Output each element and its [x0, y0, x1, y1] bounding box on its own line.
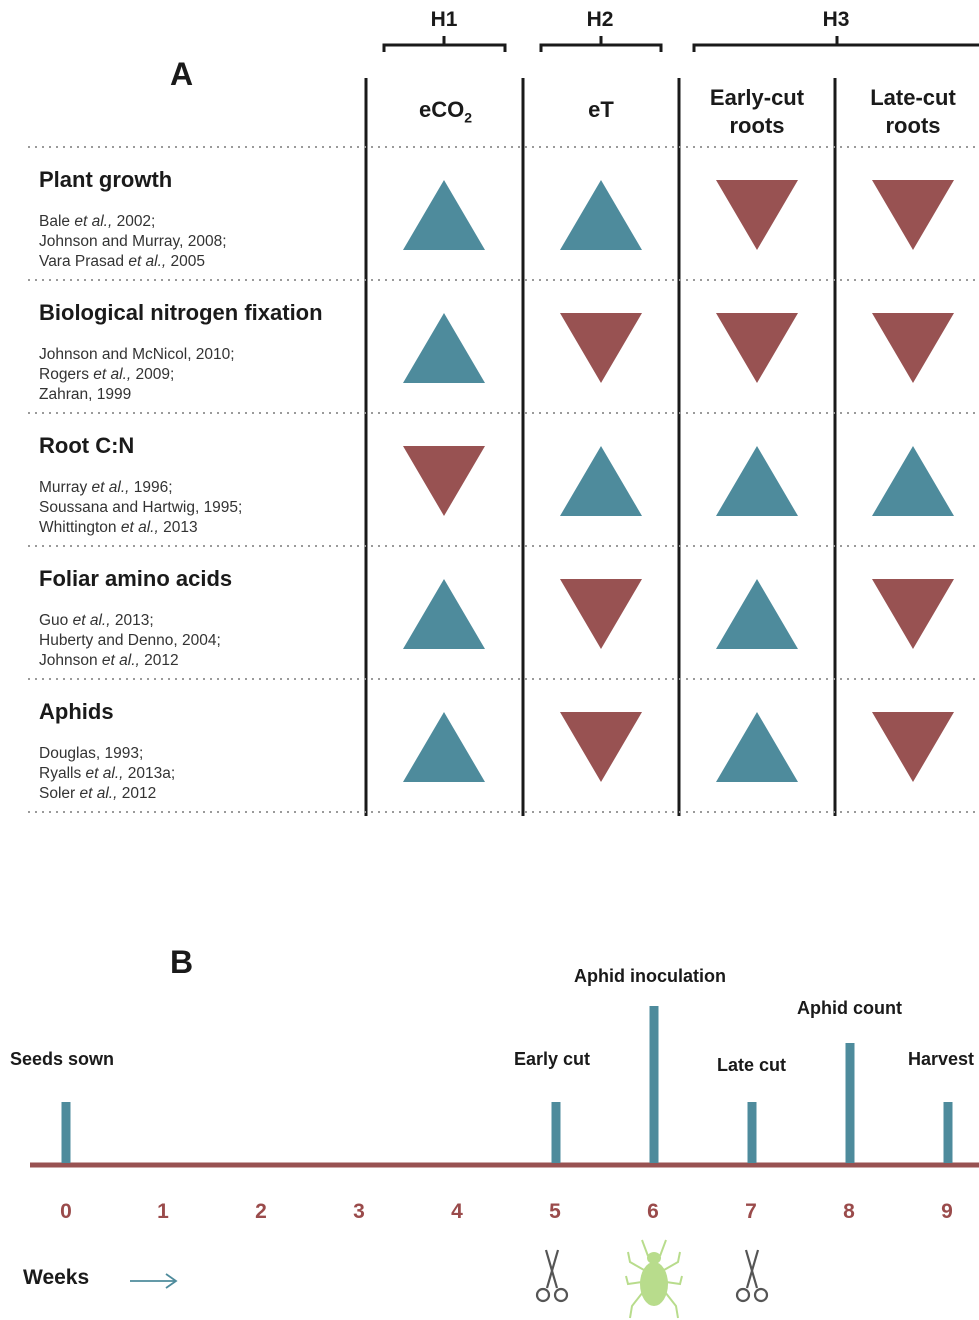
timeline-event-bar: [845, 1043, 855, 1163]
week-tick-label: 7: [745, 1200, 757, 1223]
hypothesis-h3-label: H3: [822, 8, 850, 31]
row-refs-root-cn: Murray et al., 1996; Soussana and Hartwi…: [39, 478, 242, 538]
week-tick-label: 3: [353, 1200, 365, 1223]
reference-line: Johnson and Murray, 2008;: [39, 233, 227, 250]
row-separators: [28, 146, 979, 813]
increase-triangle-icon: [872, 446, 954, 516]
increase-triangle-icon: [403, 313, 485, 383]
event-label-aphid-inoculation: Aphid inoculation: [574, 966, 726, 986]
column-header-eco2-subscript: 2: [464, 109, 473, 126]
timeline-event-bar: [551, 1102, 561, 1163]
decrease-triangle-icon: [716, 180, 798, 250]
increase-triangle-icon: [403, 712, 485, 782]
event-label-early-cut: Early cut: [514, 1049, 591, 1069]
event-label-harvest: Harvest: [908, 1049, 975, 1069]
column-header-late-cut-line1: Late-cut: [870, 85, 956, 110]
reference-line: Johnson et al., 2012: [39, 652, 179, 669]
reference-line: Johnson and McNicol, 2010;: [39, 346, 235, 363]
row-title-foliar-amino-acids: Foliar amino acids: [39, 566, 233, 591]
event-label-aphid-count: Aphid count: [797, 998, 902, 1018]
decrease-triangle-icon: [403, 446, 485, 516]
column-header-late-cut-roots: Late-cut roots: [835, 84, 979, 140]
week-tick-label: 6: [647, 1200, 659, 1223]
reference-line: Bale et al., 2002;: [39, 213, 156, 230]
row-refs-plant-growth: Bale et al., 2002; Johnson and Murray, 2…: [39, 212, 227, 272]
decrease-triangle-icon: [872, 180, 954, 250]
reference-line: Huberty and Denno, 2004;: [39, 632, 221, 649]
reference-line: Rogers et al., 2009;: [39, 366, 175, 383]
reference-line: Soler et al., 2012: [39, 785, 157, 802]
row-refs-foliar-amino-acids: Guo et al., 2013; Huberty and Denno, 200…: [39, 611, 221, 671]
weeks-axis-label: Weeks: [23, 1266, 90, 1289]
column-header-eco2-text: eCO: [418, 97, 465, 122]
hypothesis-h2-label: H2: [586, 8, 614, 31]
timeline-event-bars: [61, 1006, 953, 1163]
column-header-eco2: eCO2: [368, 96, 523, 131]
increase-triangle-icon: [716, 579, 798, 649]
decrease-triangle-icon: [872, 313, 954, 383]
decrease-triangle-icon: [560, 313, 642, 383]
scissors-icon: [735, 1249, 769, 1303]
decrease-triangle-icon: [560, 712, 642, 782]
hypothesis-brackets: [382, 36, 979, 52]
row-title-root-cn: Root C:N: [39, 433, 135, 458]
timeline-event-bar: [649, 1006, 659, 1163]
reference-line: Soussana and Hartwig, 1995;: [39, 499, 243, 516]
bracket-h2: [539, 36, 663, 52]
increase-triangle-icon: [716, 446, 798, 516]
column-header-early-cut-line1: Early-cut: [709, 85, 805, 110]
decrease-triangle-icon: [560, 579, 642, 649]
reference-line: Douglas, 1993;: [39, 745, 144, 762]
week-tick-label: 9: [941, 1200, 953, 1223]
row-title-plant-growth: Plant growth: [39, 167, 173, 192]
week-tick-label: 2: [255, 1200, 267, 1223]
panel-a-label: A: [170, 56, 194, 92]
column-header-et-text: eT: [588, 97, 614, 122]
decrease-triangle-icon: [716, 313, 798, 383]
effect-triangles: [403, 180, 954, 782]
increase-triangle-icon: [560, 446, 642, 516]
reference-line: Zahran, 1999: [39, 386, 132, 403]
row-refs-aphids: Douglas, 1993; Ryalls et al., 2013a; Sol…: [39, 744, 175, 804]
column-header-early-cut-line2: roots: [729, 113, 785, 138]
column-header-et: eT: [523, 96, 679, 124]
column-header-early-cut-roots: Early-cut roots: [679, 84, 835, 140]
hypothesis-h1-label: H1: [430, 8, 458, 31]
timeline-event-bar: [943, 1102, 953, 1163]
reference-line: Ryalls et al., 2013a;: [39, 765, 176, 782]
bracket-h3: [692, 36, 979, 52]
aphid-icon: [625, 1239, 683, 1319]
scissors-icon: [535, 1249, 569, 1303]
week-tick-label: 5: [549, 1200, 561, 1223]
timeline-event-bar: [61, 1102, 71, 1163]
column-header-late-cut-line2: roots: [885, 113, 941, 138]
week-tick-label: 8: [843, 1200, 855, 1223]
increase-triangle-icon: [716, 712, 798, 782]
reference-line: Guo et al., 2013;: [39, 612, 154, 629]
row-refs-biological-nitrogen-fixation: Johnson and McNicol, 2010; Rogers et al.…: [39, 345, 235, 405]
week-tick-label: 1: [157, 1200, 169, 1223]
column-separators: [364, 78, 837, 816]
increase-triangle-icon: [403, 579, 485, 649]
bracket-h1: [382, 36, 507, 52]
arrow-right-icon: [130, 1273, 178, 1289]
increase-triangle-icon: [403, 180, 485, 250]
reference-line: Murray et al., 1996;: [39, 479, 173, 496]
decrease-triangle-icon: [872, 712, 954, 782]
event-label-seeds-sown: Seeds sown: [10, 1049, 115, 1069]
reference-line: Vara Prasad et al., 2005: [39, 253, 206, 270]
event-label-late-cut: Late cut: [717, 1055, 787, 1075]
reference-line: Whittington et al., 2013: [39, 519, 198, 536]
row-title-aphids: Aphids: [39, 699, 114, 724]
row-title-biological-nitrogen-fixation: Biological nitrogen fixation: [39, 300, 323, 325]
decrease-triangle-icon: [872, 579, 954, 649]
week-tick-label: 4: [451, 1200, 463, 1223]
week-tick-label: 0: [60, 1200, 72, 1223]
panel-b-label: B: [170, 944, 194, 980]
increase-triangle-icon: [560, 180, 642, 250]
timeline-event-bar: [747, 1102, 757, 1163]
